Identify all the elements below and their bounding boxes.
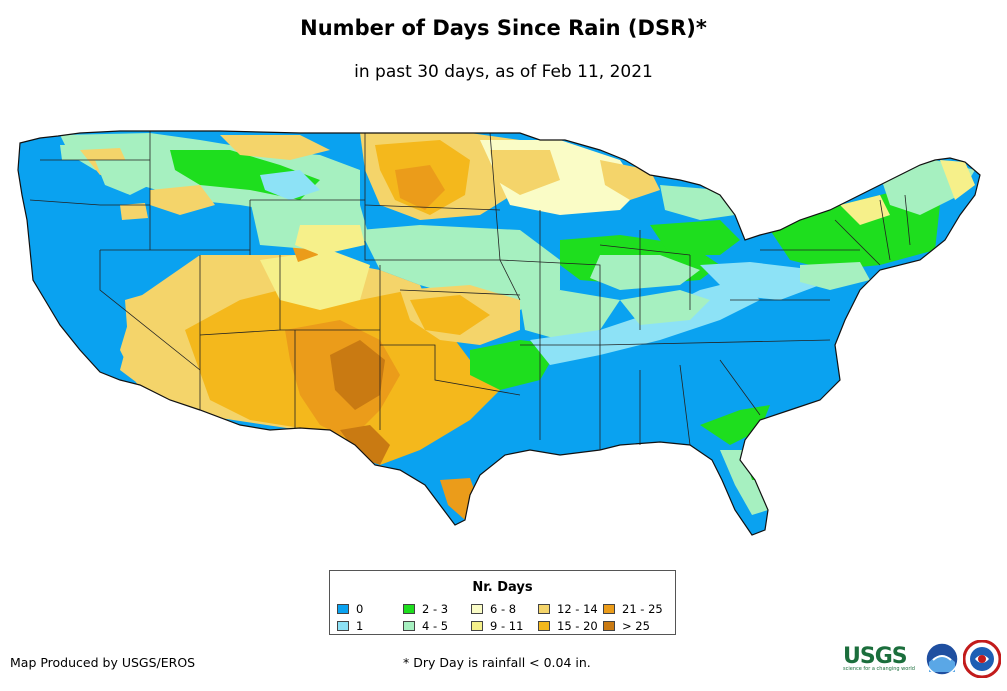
map-subtitle: in past 30 days, as of Feb 11, 2021 [354,62,653,82]
legend-swatch [403,604,415,614]
legend-label: 12 - 14 [557,602,598,616]
credit-text: Map Produced by USGS/EROS [10,655,196,670]
legend-item-9-11: 9 - 11 [471,619,523,633]
legend: Nr. Days 0 1 2 - 3 4 - 5 6 - 8 9 - 11 12… [329,570,676,635]
legend-swatch [471,604,483,614]
legend-label: 2 - 3 [422,602,449,616]
legend-label: 4 - 5 [422,619,449,633]
legend-label: 0 [356,602,364,616]
legend-label: 9 - 11 [490,619,524,633]
legend-swatch [337,621,349,631]
nws-logo-icon [963,640,1001,678]
legend-swatch [337,604,349,614]
legend-swatch [471,621,483,631]
legend-label: 6 - 8 [490,602,517,616]
legend-swatch [403,621,415,631]
dsr-color-regions [18,131,980,535]
legend-item-over-25: > 25 [603,619,650,633]
legend-swatch [603,604,615,614]
legend-item-12-14: 12 - 14 [538,602,598,616]
legend-item-0: 0 [337,602,363,616]
legend-item-2-3: 2 - 3 [403,602,448,616]
legend-item-6-8: 6 - 8 [471,602,516,616]
state-borders [29,131,911,450]
usgs-logo: USGS science for a changing world [843,644,915,672]
legend-label: 1 [356,619,364,633]
noaa-logo-icon [925,642,959,676]
legend-label: > 25 [622,619,650,633]
map-title: Number of Days Since Rain (DSR)* [300,16,707,40]
legend-swatch [603,621,615,631]
legend-item-4-5: 4 - 5 [403,619,448,633]
legend-label: 15 - 20 [557,619,598,633]
usgs-logo-text: USGS [843,644,908,669]
legend-title: Nr. Days [472,580,533,595]
usgs-tagline: science for a changing world [843,666,915,672]
legend-item-1: 1 [337,619,363,633]
legend-item-21-25: 21 - 25 [603,602,663,616]
legend-item-15-20: 15 - 20 [538,619,598,633]
legend-label: 21 - 25 [622,602,663,616]
legend-swatch [538,604,550,614]
dry-day-note: * Dry Day is rainfall < 0.04 in. [403,655,591,670]
legend-swatch [538,621,550,631]
